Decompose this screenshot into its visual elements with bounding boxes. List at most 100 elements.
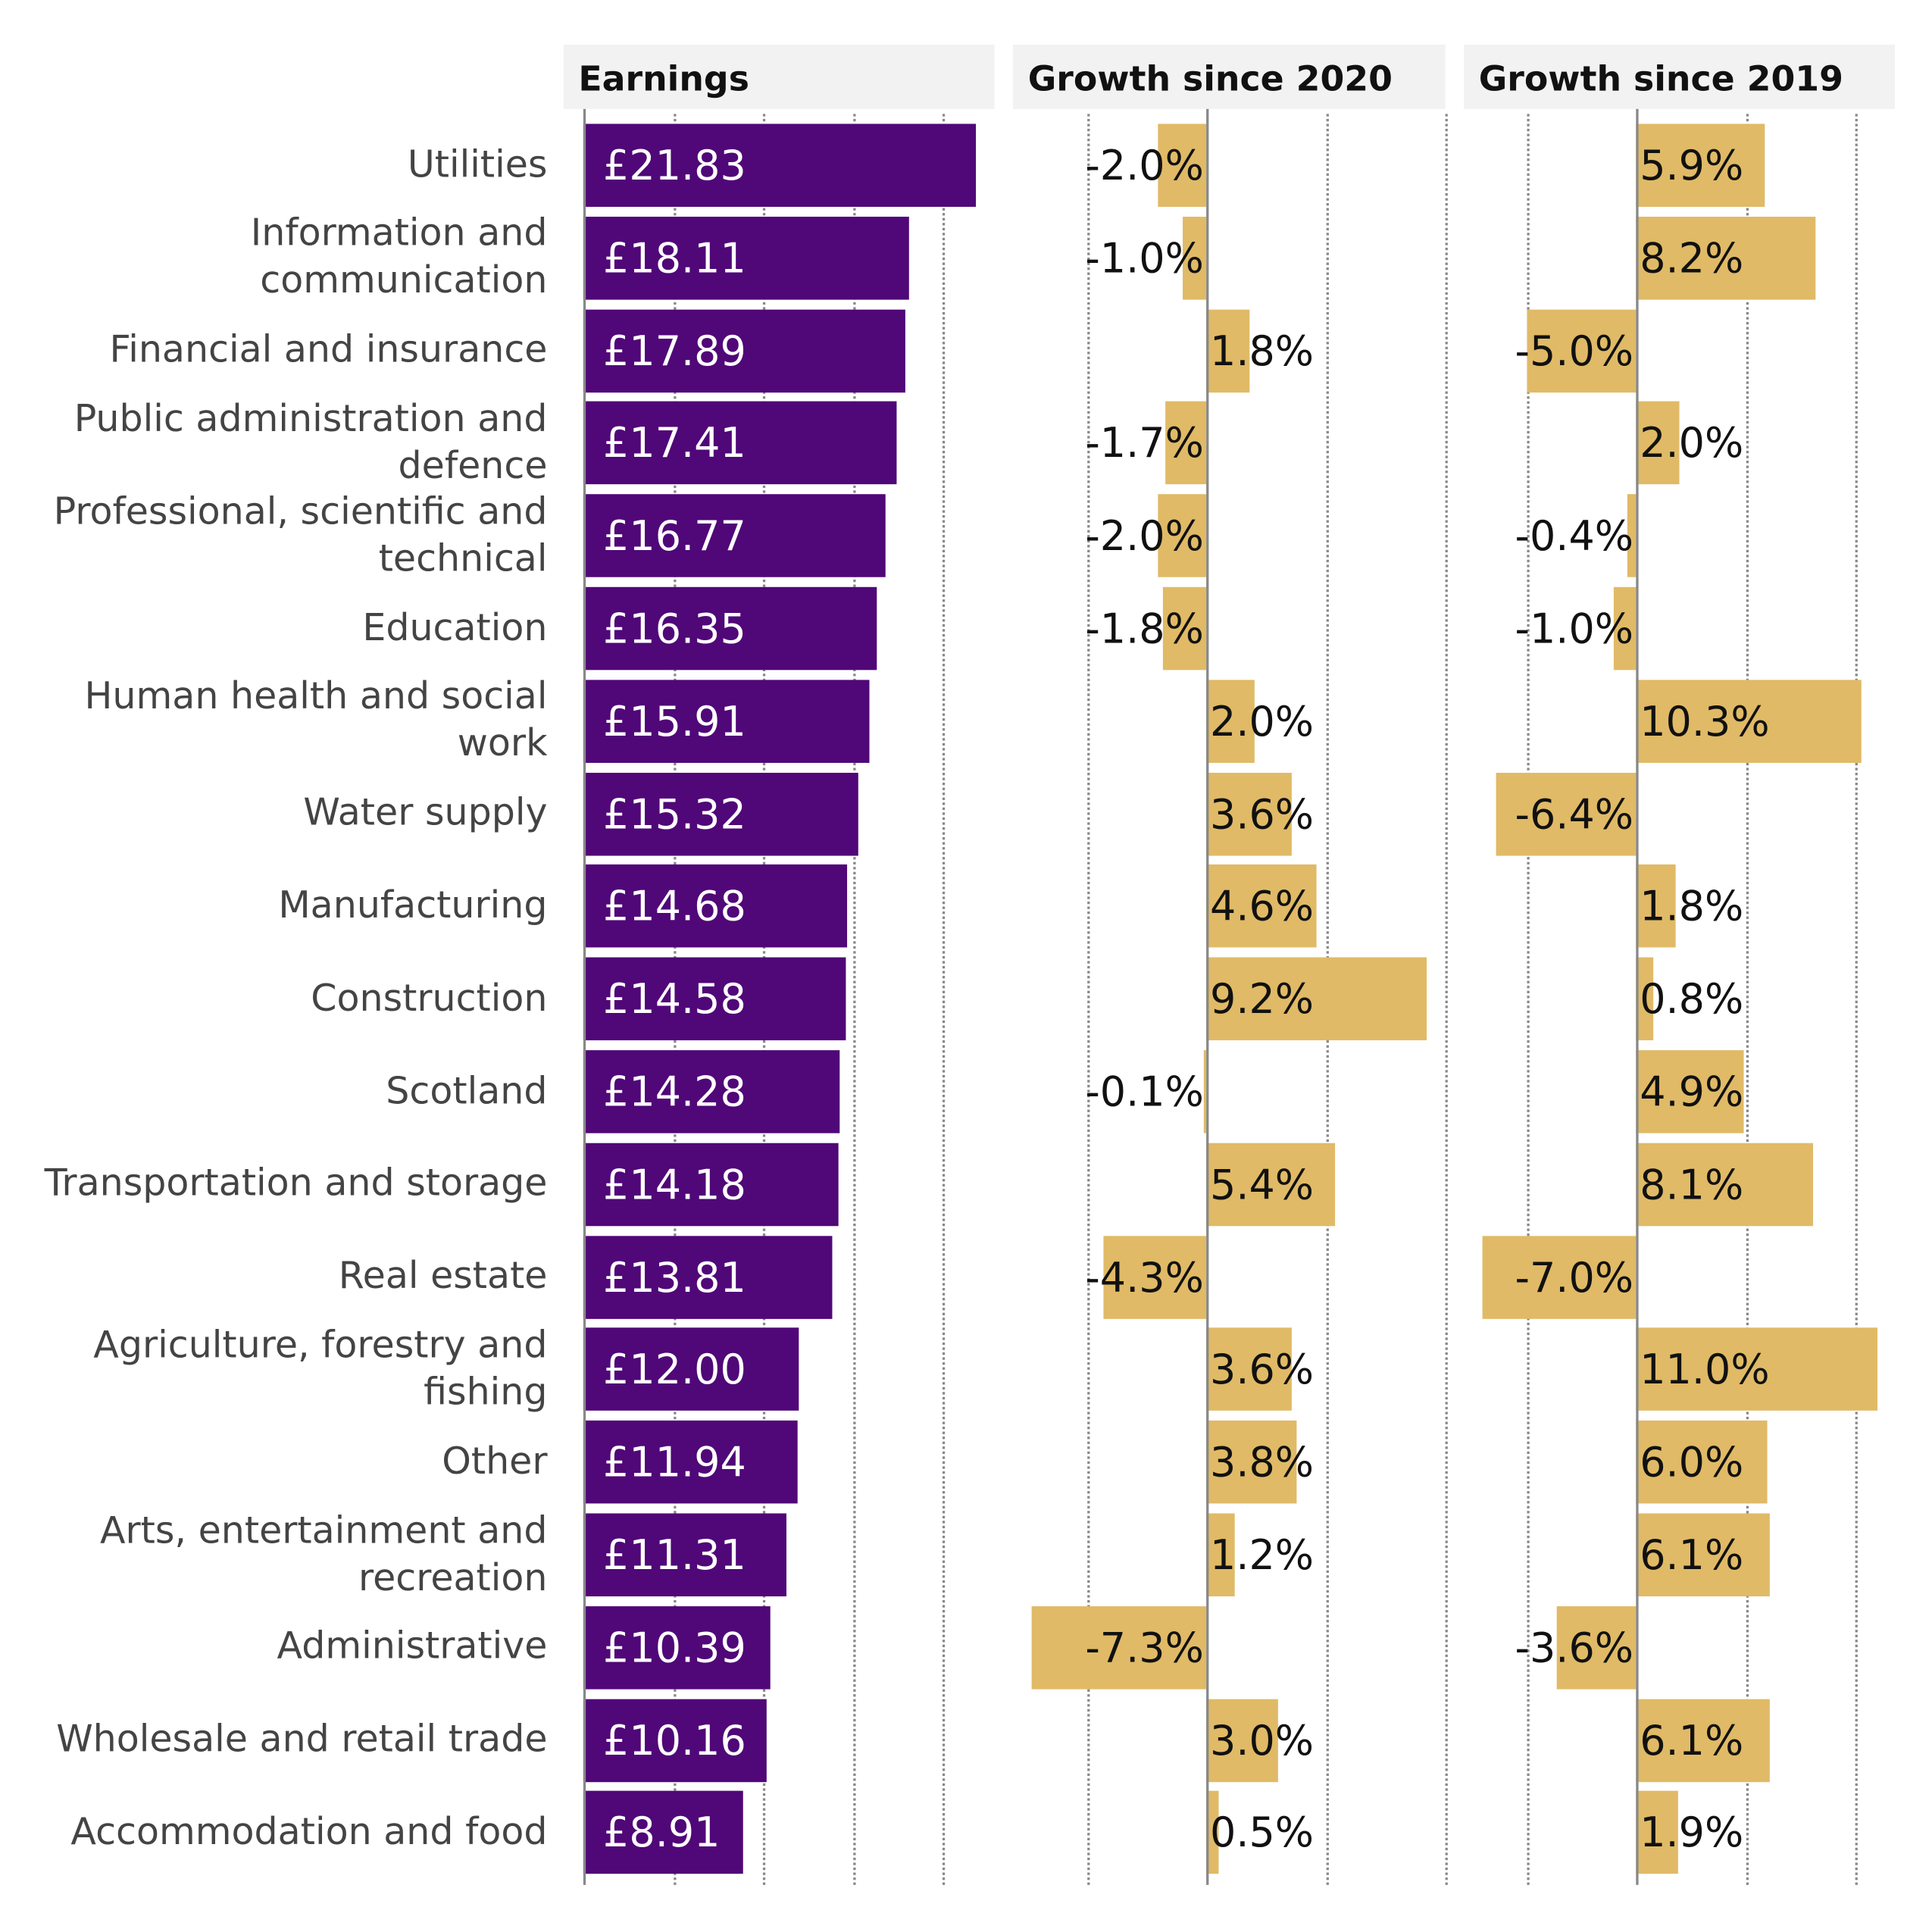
gridline — [1086, 114, 1089, 1885]
growth-bar — [1496, 772, 1637, 855]
growth-value-label: -2.0% — [1085, 141, 1204, 190]
growth-bar — [1103, 1235, 1207, 1319]
earnings-value-label: £15.32 — [603, 789, 746, 838]
growth-value-label: -7.0% — [1515, 1252, 1634, 1302]
growth-value-label: -1.0% — [1085, 233, 1204, 283]
growth-value-label: 8.2% — [1640, 233, 1744, 283]
gridline — [1445, 114, 1448, 1885]
earnings-bar — [583, 308, 905, 392]
earnings-bar — [583, 1050, 840, 1133]
growth-value-label: -1.8% — [1085, 604, 1204, 653]
growth-value-label: -1.7% — [1085, 419, 1204, 467]
panel-header-growth-2019: Growth since 2019 — [1464, 44, 1895, 109]
earnings-value-label: £8.91 — [603, 1809, 721, 1857]
growth-bar — [1636, 402, 1680, 485]
earnings-value-label: £21.83 — [603, 141, 746, 190]
earnings-bar — [583, 957, 846, 1041]
growth-bar — [1158, 123, 1207, 207]
growth-bar — [1636, 1327, 1877, 1411]
growth-bar — [1206, 772, 1293, 855]
growth-value-label: 3.8% — [1210, 1438, 1315, 1487]
earnings-value-label: £11.31 — [603, 1530, 746, 1580]
growth-value-label: 1.9% — [1640, 1809, 1744, 1857]
earnings-value-label: £13.81 — [603, 1252, 746, 1302]
growth-bar — [1165, 402, 1207, 485]
earnings-value-label: £17.89 — [603, 326, 746, 375]
earnings-bar — [583, 586, 877, 671]
growth-value-label: -6.4% — [1515, 789, 1634, 838]
growth-value-label: 6.1% — [1640, 1530, 1744, 1580]
category-label: Agriculture, forestry and fishing — [93, 1324, 548, 1415]
growth-bar — [1627, 494, 1637, 578]
earnings-bar — [583, 772, 859, 855]
growth-value-label: 0.5% — [1210, 1809, 1315, 1857]
growth-bar — [1636, 1421, 1768, 1504]
category-label: Manufacturing — [278, 883, 548, 928]
earnings-bar — [583, 402, 897, 485]
earnings-value-label: £10.39 — [603, 1623, 746, 1672]
growth-bar — [1636, 1699, 1770, 1782]
category-label: Information and communication — [250, 212, 548, 303]
growth-value-label: 2.0% — [1210, 696, 1315, 746]
growth-bar — [1636, 1050, 1744, 1133]
category-label: Water supply — [303, 791, 548, 835]
zero-axis-line — [583, 108, 586, 1885]
growth-bar — [1206, 1421, 1297, 1504]
growth-bar — [1203, 1050, 1207, 1133]
category-label: Real estate — [338, 1255, 548, 1299]
category-label: Wholesale and retail trade — [56, 1718, 548, 1762]
growth-value-label: 2.0% — [1640, 419, 1744, 467]
gridline — [852, 114, 856, 1885]
growth-bar — [1163, 586, 1207, 671]
category-label: Construction — [311, 977, 548, 1021]
earnings-value-label: £14.18 — [603, 1160, 746, 1209]
growth-value-label: 9.2% — [1210, 974, 1315, 1024]
earnings-bar — [583, 864, 848, 949]
growth-value-label: -1.0% — [1515, 604, 1634, 653]
category-label: Utilities — [407, 142, 548, 187]
earnings-value-label: £10.16 — [603, 1715, 746, 1765]
earnings-value-label: £12.00 — [603, 1345, 746, 1394]
growth-bar — [1636, 123, 1765, 207]
category-label: Scotland — [386, 1069, 548, 1113]
growth-value-label: 4.9% — [1640, 1068, 1744, 1116]
growth-value-label: 1.8% — [1210, 326, 1315, 375]
earnings-bar — [583, 216, 909, 300]
growth-bar — [1206, 1791, 1218, 1874]
earnings-value-label: £11.94 — [603, 1438, 746, 1487]
growth-bar — [1206, 1327, 1293, 1411]
growth-value-label: 5.4% — [1210, 1160, 1315, 1209]
growth-bar — [1206, 1143, 1336, 1226]
earnings-bar — [583, 680, 870, 763]
growth-bar — [1636, 1791, 1678, 1874]
category-label: Arts, entertainment and recreation — [99, 1508, 548, 1600]
earnings-bar — [583, 1513, 787, 1596]
growth-bar — [1636, 1513, 1770, 1596]
earnings-bar — [583, 1143, 839, 1226]
category-label: Administrative — [277, 1625, 548, 1669]
growth-value-label: -2.0% — [1085, 511, 1204, 561]
growth-value-label: -3.6% — [1515, 1623, 1634, 1672]
category-label: Accommodation and food — [70, 1810, 548, 1854]
zero-axis-line — [1636, 108, 1639, 1885]
earnings-bar — [583, 1699, 767, 1782]
growth-bar — [1182, 216, 1207, 300]
earnings-value-label: £16.77 — [603, 511, 746, 561]
growth-value-label: -4.3% — [1085, 1252, 1204, 1302]
earnings-bar — [583, 1235, 832, 1319]
category-label: Human health and social work — [84, 675, 548, 766]
growth-value-label: 3.0% — [1210, 1715, 1315, 1765]
growth-value-label: 11.0% — [1640, 1345, 1770, 1394]
growth-value-label: 4.6% — [1210, 882, 1315, 931]
growth-bar — [1636, 864, 1676, 949]
growth-bar — [1206, 864, 1317, 949]
growth-bar — [1206, 1699, 1278, 1782]
earnings-value-label: £18.11 — [603, 233, 746, 283]
growth-bar — [1636, 680, 1862, 763]
growth-bar — [1206, 308, 1249, 392]
earnings-value-label: £14.58 — [603, 974, 746, 1024]
earnings-value-label: £15.91 — [603, 696, 746, 746]
gridline — [1745, 114, 1749, 1885]
gridline — [1526, 114, 1529, 1885]
